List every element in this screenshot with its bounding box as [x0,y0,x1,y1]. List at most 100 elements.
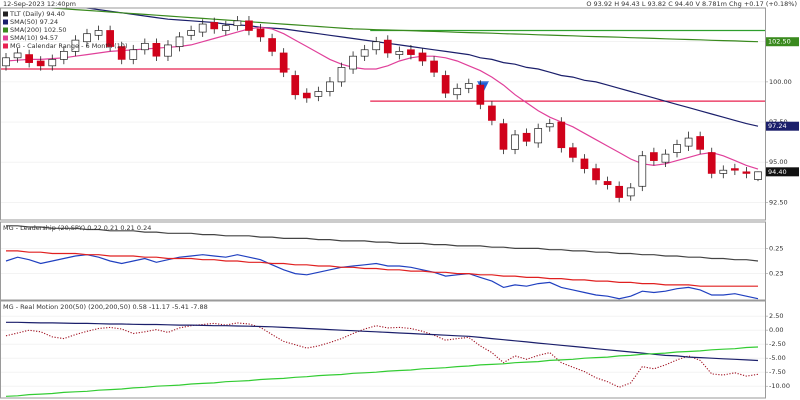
legend-label: SMA(200) 102.50 [10,26,66,34]
value-box-label: 94.40 [768,168,787,176]
candle-body [731,168,739,171]
value-box [766,121,799,131]
candle-body [83,33,91,43]
candle-body [499,123,508,150]
value-box [766,167,799,177]
candle-body [603,181,612,186]
y-tick-label: 92.50 [769,198,788,206]
candle-body [268,38,276,52]
candle-body [245,20,253,31]
candle-body [279,52,288,73]
candle-body [418,52,427,62]
y-tick-label: 2.50 [769,312,783,320]
series-line [5,254,759,300]
legend-swatch [3,43,8,49]
y-tick-label: -10.00 [769,382,790,390]
candle-body [59,51,68,60]
candle-body [592,168,600,181]
candle-body [522,132,531,142]
candle-body [175,36,184,47]
candle-body [164,44,172,57]
legend-label: MG - Calendar Range - 6 Month (10) [10,42,127,50]
panel-border [0,221,766,301]
candle-body [661,153,670,163]
candle-body [626,187,635,197]
candle-body [569,147,577,158]
series-line [6,250,758,287]
panel-title: MG - Real Motion 200(50) (200,200,50) 0.… [3,303,208,311]
candle-body [615,185,624,198]
panel-border [0,7,766,221]
candle-body [326,81,334,92]
candle-body [13,52,22,59]
y-tick-label: -2.50 [769,340,786,348]
candle-body [580,158,589,169]
candle-body [117,46,126,60]
y-tick-label: 0.25 [769,244,783,252]
candle-body [187,30,195,36]
series-line [6,321,759,362]
y-tick-label: 0.23 [769,270,783,278]
candle-body [256,28,265,38]
candle-body [2,57,10,67]
candle-body [453,87,462,96]
candle-body [488,105,496,121]
candle-body [395,51,404,55]
candle-body [545,123,554,128]
value-box-label: 97.24 [768,122,787,130]
candle-body [742,171,751,174]
candle-body [233,20,242,27]
candle-body [349,55,357,70]
series-line [5,322,759,388]
series-line [82,8,759,127]
y-tick-label: -5.00 [769,354,786,362]
candle-body [25,54,33,63]
legend-label: SMA(10) 94.57 [10,34,58,42]
date-label: 12-Sep-2023 12:40pm [3,0,76,8]
candle-body [383,39,392,54]
candle-body [337,67,346,83]
candle-body [638,155,647,187]
candle-body [152,42,161,57]
candle-body [360,49,369,57]
candle-body [557,121,566,149]
candle-body [129,49,138,60]
panel-border [0,300,766,399]
legend-swatch [3,11,8,17]
candle-body [673,144,681,153]
quote-label: O 93.92 H 94.43 L 93.82 C 94.40 V 8.781m… [586,0,797,8]
candle-body [511,134,519,150]
candle-body [684,137,693,147]
candle-body [754,171,762,180]
candle-body [291,75,300,96]
y-tick-label: 100.00 [769,78,792,86]
series-line [43,8,759,43]
candle-body [476,84,485,105]
y-tick-label: 95.00 [769,158,788,166]
candle-body [719,169,728,174]
candle-body [407,49,415,55]
candle-body [464,83,473,89]
candle-body [48,59,57,67]
candle-body [650,152,658,161]
legend-swatch [3,27,8,33]
candle-body [534,128,543,144]
candle-body [302,92,311,99]
candle-body [71,39,80,52]
candle-body [372,41,381,51]
value-box [766,37,799,47]
panel-title: MG - Leadership (20,SPY) 0.22 0.21 0.21 … [3,224,151,232]
value-box-label: 102.50 [768,38,791,46]
candle-body [441,75,450,94]
legend-label: SMA(50) 97.24 [10,18,58,26]
y-tick-label: 0.00 [769,326,783,334]
panel-plot [0,225,765,300]
candle-body [198,23,207,33]
series-line [6,225,759,262]
legend-swatch [3,35,8,41]
candle-body [430,60,438,73]
candle-body [36,60,45,67]
candle-body [94,30,103,36]
